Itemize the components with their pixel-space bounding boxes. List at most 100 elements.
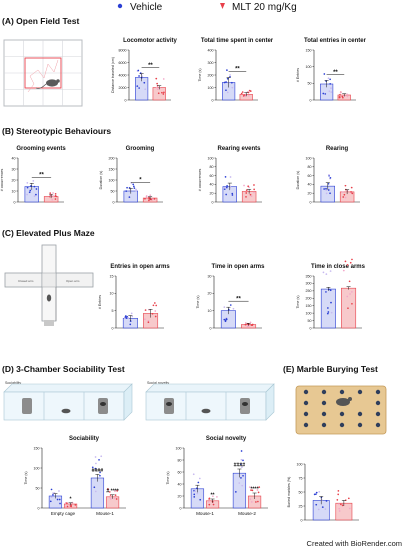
data-point [344, 196, 347, 199]
data-point [125, 190, 128, 192]
x-tick-label: Mouse-1 [96, 511, 114, 516]
y-tick-label: 80 [210, 165, 214, 169]
data-point [325, 192, 328, 195]
y-axis-label: Time (s) [24, 471, 28, 484]
sociability-tag: Sociability [5, 381, 21, 385]
data-point [244, 322, 247, 324]
significance-label: ** [235, 67, 240, 73]
data-point [145, 195, 148, 197]
data-point [126, 315, 129, 318]
data-point [199, 498, 202, 501]
legend: Vehicle MLT 20 mg/Kg [117, 2, 297, 13]
data-point [30, 185, 32, 187]
chart-title: Total entries in center [304, 38, 367, 44]
data-point [346, 93, 349, 96]
marble [357, 422, 363, 428]
data-point [225, 318, 228, 320]
data-point [49, 500, 52, 503]
data-point [51, 198, 54, 201]
data-point [325, 273, 328, 275]
data-point [249, 321, 252, 324]
open-field-illustration [3, 39, 83, 107]
data-point [113, 497, 116, 500]
data-point [223, 306, 226, 308]
data-point [245, 192, 248, 194]
chart-title: Total time spent in center [201, 38, 274, 44]
marble [375, 422, 381, 428]
data-point [58, 498, 61, 501]
y-tick-label: 10 [110, 292, 114, 296]
data-point [223, 81, 226, 84]
data-point [240, 463, 242, 465]
bar [232, 472, 247, 509]
data-point [128, 196, 131, 198]
data-point [329, 270, 332, 272]
data-point [148, 197, 151, 200]
section-title-b: (B) Stereotypic Behaviours [2, 126, 111, 136]
data-point [54, 198, 57, 200]
significance-label: ** [148, 63, 153, 69]
data-point [342, 196, 345, 198]
data-point [123, 317, 126, 320]
data-point [238, 482, 241, 484]
data-point [225, 89, 227, 92]
data-point [328, 90, 331, 93]
y-tick-label: 60 [308, 174, 312, 178]
data-point [351, 302, 353, 305]
chart-title: Grooming [126, 146, 155, 152]
mouse-icon-marble [336, 398, 350, 406]
chart-timecenter: 0 100 200 300 400 Time (s) Total time spent in… [198, 38, 274, 102]
data-point [341, 504, 344, 507]
data-point [94, 490, 97, 493]
marble [303, 400, 309, 406]
y-axis-label: Time (s) [196, 295, 200, 308]
y-tick-label: 60 [178, 470, 182, 474]
chart-sociability: 0 50 100 150 Time (s) Sociability * Empty cage #… [24, 436, 126, 516]
data-point [109, 498, 112, 500]
annotation-label: #### [92, 468, 104, 474]
data-point [250, 501, 253, 503]
data-point [155, 77, 158, 80]
data-point [328, 173, 330, 176]
data-point [194, 490, 196, 493]
data-point [330, 311, 333, 314]
data-point [144, 318, 146, 321]
data-point [196, 492, 199, 495]
data-point [234, 491, 237, 493]
y-tick-label: 0 [125, 98, 127, 102]
chart-rearev: 0 20 40 60 80 100 # occurrences Rearing events [198, 146, 262, 204]
data-point [346, 189, 349, 192]
data-point [243, 184, 245, 187]
data-point [223, 188, 226, 191]
data-point [135, 189, 137, 192]
y-axis-label: Time (s) [296, 295, 300, 308]
data-point [324, 93, 327, 95]
data-point [244, 95, 247, 98]
data-point [216, 496, 218, 498]
data-point [247, 91, 250, 94]
data-point [29, 189, 32, 192]
marble [339, 389, 345, 395]
data-point [337, 490, 340, 492]
data-point [52, 192, 54, 194]
data-point [212, 503, 215, 506]
data-point [106, 488, 109, 490]
data-point [109, 494, 112, 496]
data-point [249, 498, 252, 500]
y-tick-label: 50 [308, 319, 312, 323]
data-point [26, 193, 28, 196]
bar [90, 477, 105, 509]
social-novelty-tag: Social novelty [147, 381, 169, 385]
data-point [323, 73, 326, 75]
chart-title: Rearing events [217, 146, 261, 152]
data-point [325, 291, 327, 293]
data-point [315, 491, 318, 494]
y-tick-label: 100 [34, 466, 40, 470]
marble [321, 389, 327, 395]
data-point [351, 192, 354, 195]
y-tick-label: 50 [308, 82, 312, 86]
y-tick-label: 40 [178, 482, 182, 486]
section-title-e: (E) Marble Burying Test [283, 364, 378, 374]
mouse-icon-maze [46, 294, 52, 302]
y-tick-label: 0 [301, 518, 303, 522]
